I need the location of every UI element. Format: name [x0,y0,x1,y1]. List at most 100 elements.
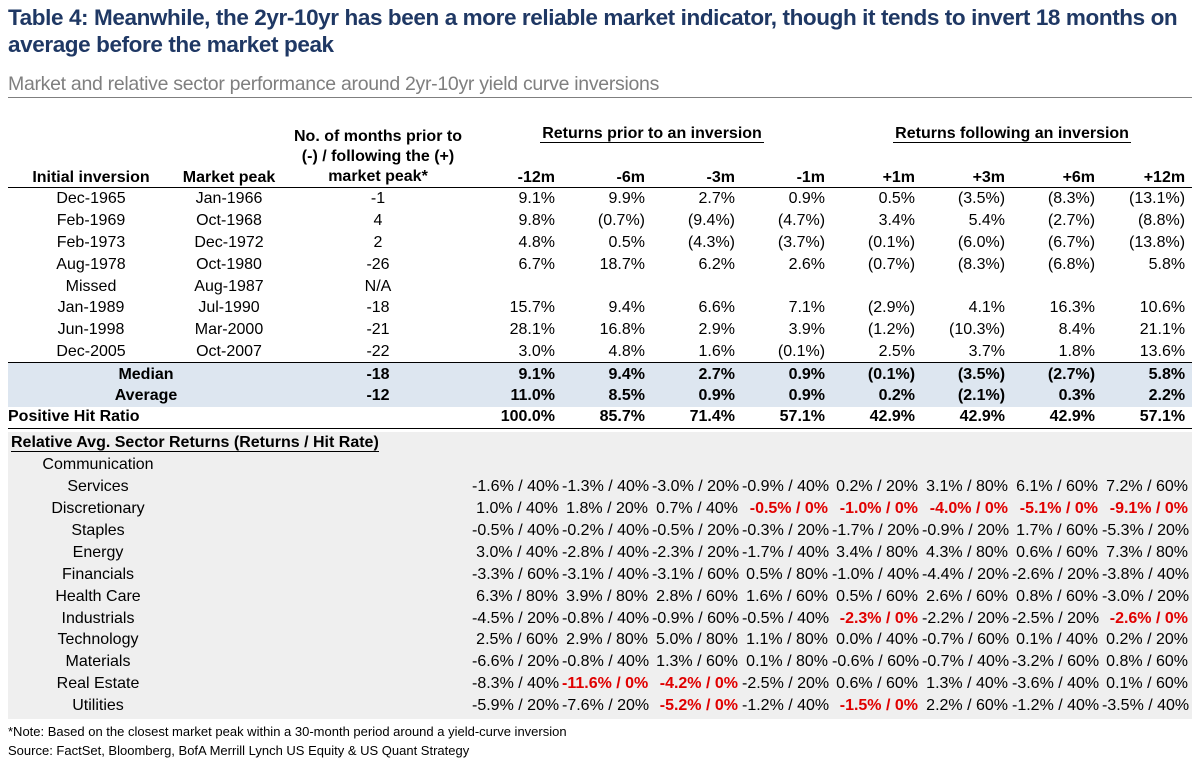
summary-value: (3.5%) [922,362,1013,385]
return-cell: 18.7% [599,255,645,273]
sector-value: -1.6% / 40% [472,478,560,496]
table-row: Dec-1965 Jan-1966 -1 9.1% 9.9% 2.7% 0.9% 0.5% (3… [8,188,1192,210]
sector-spacer [188,673,472,695]
months-prior-cell: -22 [366,342,390,360]
table-title: Table 4: Meanwhile, the 2yr-10yr has bee… [8,5,1178,57]
header-period: -12m [472,145,562,188]
sector-value: 1.3% / 40% [926,675,1008,693]
summary-row: Average -12 11.0% 8.5% 0.9% 0.9% 0.2% (2.1%) 0.3… [8,384,1193,407]
return-cell [1012,275,1102,297]
return-cell [922,275,1012,297]
header-period: -6m [562,145,652,188]
sector-value: 6.3% / 80% [476,587,558,605]
return-cell: 8.4% [1058,321,1096,339]
return-cell: 16.3% [1049,299,1096,317]
sector-value: -3.6% / 40% [1012,675,1100,693]
return-cell [652,275,742,297]
sector-spacer [188,563,472,585]
sector-name: Staples [71,522,125,539]
header-period: +3m [922,145,1013,188]
summary-label: Average [8,384,284,407]
summary-value: (2.1%) [922,384,1013,407]
summary-value: 2.7% [652,362,742,385]
return-cell: (10.3%) [949,321,1006,339]
sector-value: -2.5% / 20% [1012,609,1100,627]
sector-value: -2.6% / 0% [1109,609,1188,627]
summary-value: 100.0% [472,406,562,430]
sector-value: 0.8% / 60% [1016,587,1098,605]
sector-value: 0.2% / 20% [1106,631,1188,649]
sector-name: Materials [65,653,131,671]
return-cell: (6.0%) [957,233,1006,251]
sector-section-background [8,432,1192,719]
sector-value: -1.2% / 40% [742,697,830,715]
sector-value: -0.9% / 40% [742,478,830,496]
initial-inversion-cell: Missed [65,277,117,295]
sector-value: 0.1% / 40% [1016,631,1098,649]
sector-value: -3.0% / 20% [652,478,740,496]
initial-inversion-cell: Feb-1973 [56,233,126,251]
sector-value: 0.5% / 80% [746,565,828,583]
sector-row: Energy 3.0% / 40% -2.8% / 40% -2.3% / 20% -1… [8,541,1192,563]
return-cell: 5.4% [968,212,1006,230]
sector-value: -2.6% / 20% [1012,565,1100,583]
sector-value: -3.3% / 60% [472,565,560,583]
sector-value: -3.2% / 60% [1012,653,1100,671]
return-cell: (2.9%) [867,299,916,317]
sector-name: Industrials [61,609,135,627]
sector-value: 7.2% / 60% [1106,478,1188,496]
sector-row: Technology 2.5% / 60% 2.9% / 80% 5.0% / 80%… [8,629,1192,651]
sector-spacer [188,476,472,498]
sector-value: 4.3% / 80% [926,543,1008,561]
months-prior-cell: -26 [366,255,390,273]
sector-value: -5.2% / 0% [659,697,738,715]
sector-value: -4.0% / 0% [929,500,1008,518]
header-months-prior: No. of months prior to (-) / following t… [284,101,472,188]
summary-value: 42.9% [1012,406,1103,430]
initial-inversion-cell: Jan-1989 [57,299,125,317]
header-period: -3m [652,145,742,188]
summary-value: 57.1% [742,406,833,430]
return-cell: (6.8%) [1047,255,1096,273]
return-cell: (13.8%) [1129,233,1186,251]
sector-name: Discretionary [51,500,145,518]
sector-value: -5.1% / 0% [1019,500,1098,518]
return-cell: 2.7% [698,190,735,208]
sector-value: 2.8% / 60% [656,587,738,605]
sector-value: -4.2% / 0% [659,675,738,693]
return-cell: 28.1% [509,321,555,339]
sector-name: Energy [72,543,124,561]
sector-value: 3.4% / 80% [836,543,918,561]
initial-inversion-cell: Aug-1978 [56,255,126,273]
return-cell: 2.5% [878,342,916,360]
sector-spacer [188,520,472,542]
sector-value: -2.8% / 40% [562,543,650,561]
return-cell: (2.7%) [1047,212,1096,230]
return-cell: 2.9% [698,321,735,339]
return-cell: (8.8%) [1137,212,1186,230]
sector-row: Industrials -4.5% / 20% -0.8% / 40% -0.9% /… [8,607,1192,629]
summary-value: 85.7% [562,406,652,430]
sector-value: 2.2% / 60% [926,697,1008,715]
footnote-note: *Note: Based on the closest market peak … [8,724,567,739]
sector-value: -4.4% / 20% [922,565,1010,583]
table-row: Jun-1998 Mar-2000 -21 28.1% 16.8% 2.9% 3.9% (1.… [8,319,1192,341]
summary-value: 0.3% [1012,384,1103,407]
sector-row: Financials -3.3% / 60% -3.1% / 40% -3.1% / … [8,563,1192,585]
sector-value: -0.5% / 20% [652,522,740,539]
return-cell: 4.1% [968,299,1006,317]
return-cell: 6.6% [698,299,735,317]
header-period: +1m [832,145,923,188]
footnote-block: *Note: Based on the closest market peak … [8,722,567,760]
sector-value: 5.0% / 80% [656,631,738,649]
return-cell: 7.1% [788,299,826,317]
sector-value: -8.3% / 40% [472,675,560,693]
return-cell: (0.7%) [867,255,916,273]
sector-value: 0.8% / 60% [1106,653,1188,671]
market-peak-cell: Oct-2007 [196,342,262,360]
initial-inversion-cell: Jun-1998 [57,321,125,339]
summary-label: Positive Hit Ratio [8,406,284,430]
header-period: +6m [1012,145,1103,188]
return-cell [562,275,652,297]
sector-value: 0.7% / 40% [656,500,738,518]
